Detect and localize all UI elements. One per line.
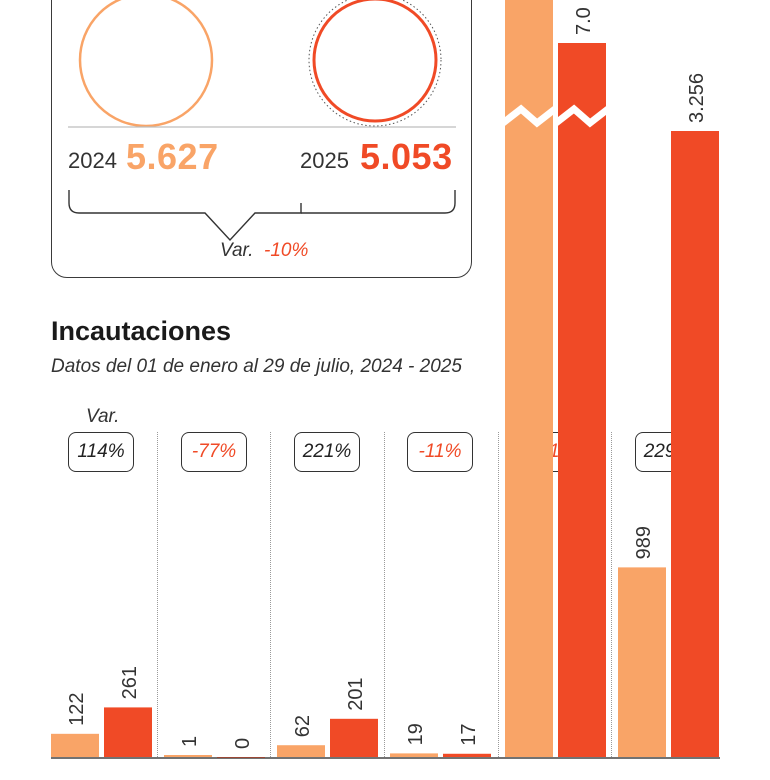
variation-pill-4: -11% [407,432,473,472]
bar-2024-6 [618,567,666,757]
group-separator [157,432,158,757]
group-separator [611,432,612,757]
section-title: Incautaciones [51,316,232,346]
bar-2024-5 [505,0,553,757]
bar-value-label: 19 [405,723,427,745]
bar-value-label: 1 [179,736,201,747]
variation-pill-1: 114% [68,432,134,472]
bar-value-label: 62 [292,715,314,737]
value-2025: 5.053 [360,136,453,177]
summary-var: Var. -10% [220,240,308,262]
bar-value-label: 3.256 [686,73,708,123]
summary-bracket-right [301,190,456,214]
value-2024: 5.627 [126,136,219,177]
section-subtitle: Datos del 01 de enero al 29 de julio, 20… [51,356,462,377]
bar-2024-3 [277,745,325,757]
bar-value-label: 17 [458,724,480,746]
bar-2025-1 [104,707,152,757]
bar-2024-4 [390,753,438,757]
group-separator [270,432,271,757]
bar-2025-2 [217,757,265,758]
summary-graphics [68,0,456,242]
variation-pill-2: -77% [181,432,247,472]
year-2024-label: 2024 [68,148,117,173]
circle-2024 [78,0,214,128]
bar-2025-4 [443,753,491,757]
axis-break-icon [553,104,611,128]
bar-value-label: 989 [633,526,655,559]
var-header: Var. [86,406,120,427]
circle-2025-outer [308,0,442,127]
summary-var-label: Var. [220,240,254,261]
year-2025-label: 2025 [300,148,349,173]
summary-bracket [68,190,302,242]
circle-2025 [312,0,438,123]
bar-value-label: 122 [66,692,88,725]
bar-2024-1 [51,733,99,757]
bar-2025-5 [558,43,606,757]
summary-box [51,0,472,278]
bar-2024-2 [164,755,212,757]
summary-var-value: -10% [264,240,309,261]
group-separator [384,432,385,757]
bar-2025-3 [330,718,378,757]
bar-value-label: 201 [345,677,367,710]
bar-2025-6 [671,131,719,757]
bar-value-label: 7.0 [573,7,595,35]
bar-value-label: 261 [119,666,141,699]
axis-break-icon [500,104,558,128]
variation-pill-3: 221% [294,432,360,472]
group-separator [498,432,499,757]
bar-value-label: 0 [232,738,254,749]
